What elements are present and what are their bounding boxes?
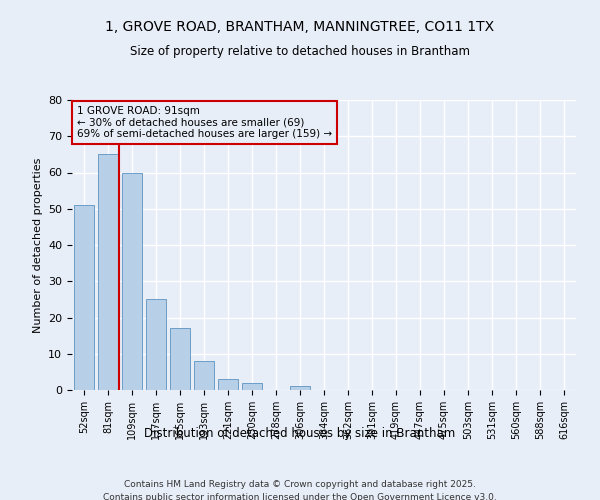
Text: Contains public sector information licensed under the Open Government Licence v3: Contains public sector information licen… bbox=[103, 492, 497, 500]
Bar bbox=[194, 361, 214, 390]
Bar bbox=[290, 386, 310, 390]
Bar bbox=[74, 205, 94, 390]
Text: 1 GROVE ROAD: 91sqm
← 30% of detached houses are smaller (69)
69% of semi-detach: 1 GROVE ROAD: 91sqm ← 30% of detached ho… bbox=[77, 106, 332, 139]
Text: Size of property relative to detached houses in Brantham: Size of property relative to detached ho… bbox=[130, 45, 470, 58]
Y-axis label: Number of detached properties: Number of detached properties bbox=[32, 158, 43, 332]
Text: Contains HM Land Registry data © Crown copyright and database right 2025.: Contains HM Land Registry data © Crown c… bbox=[124, 480, 476, 489]
Bar bbox=[122, 172, 142, 390]
Bar bbox=[98, 154, 118, 390]
Bar bbox=[146, 300, 166, 390]
Text: 1, GROVE ROAD, BRANTHAM, MANNINGTREE, CO11 1TX: 1, GROVE ROAD, BRANTHAM, MANNINGTREE, CO… bbox=[106, 20, 494, 34]
Text: Distribution of detached houses by size in Brantham: Distribution of detached houses by size … bbox=[145, 428, 455, 440]
Bar bbox=[242, 383, 262, 390]
Bar bbox=[170, 328, 190, 390]
Bar bbox=[218, 379, 238, 390]
